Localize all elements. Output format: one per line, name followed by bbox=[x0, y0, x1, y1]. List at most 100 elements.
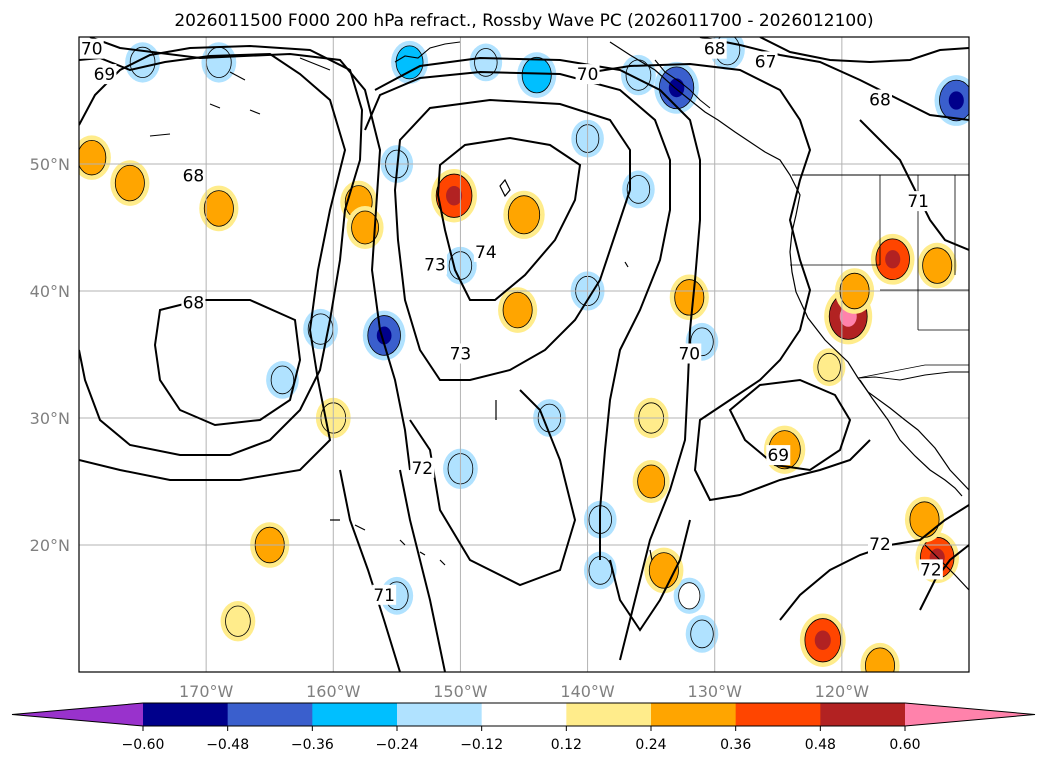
contour-label-bg bbox=[753, 51, 778, 72]
colorbar-under-extend bbox=[12, 703, 143, 726]
contour-label-bg bbox=[473, 241, 498, 262]
contour-70-west bbox=[89, 37, 411, 471]
lat-tick-label: 50°N bbox=[30, 155, 70, 174]
contour-label: 70 bbox=[577, 65, 599, 85]
contour-label-bg bbox=[766, 445, 791, 466]
colorbar: −0.60 −0.48 −0.36 −0.24 −0.12 0.12 0.24 0.36 0.4… bbox=[11, 702, 1036, 753]
contour-69-east bbox=[728, 378, 852, 472]
contour-label-bg bbox=[906, 191, 931, 212]
border-states bbox=[790, 175, 969, 379]
contour-71-loop bbox=[374, 56, 701, 661]
contour-73-loop bbox=[393, 98, 631, 381]
contour-67-northeast bbox=[759, 37, 969, 64]
latitude-tick-labels: 50°N 40°N 30°N 20°N bbox=[30, 155, 70, 555]
colorbar-bin bbox=[735, 703, 821, 726]
contour-74-loop bbox=[436, 136, 582, 301]
anomaly-patch bbox=[909, 501, 940, 538]
anomaly-patch bbox=[203, 190, 234, 227]
chart-title: 2026011500 F000 200 hPa refract., Rossby… bbox=[174, 11, 873, 31]
contour-label: 72 bbox=[411, 459, 433, 479]
contour-label-bg bbox=[918, 559, 943, 580]
lon-tick-label: 160°W bbox=[306, 682, 361, 701]
contour-72-loop bbox=[364, 70, 671, 560]
contour-72-south bbox=[399, 469, 446, 672]
contour-label: 71 bbox=[373, 586, 395, 606]
anomaly-patch bbox=[502, 291, 533, 329]
contour-label: 72 bbox=[920, 560, 942, 580]
colorbar-tick-label: −0.12 bbox=[460, 737, 503, 753]
colorbar-bin bbox=[227, 703, 313, 726]
map-area: 70 69 68 68 73 74 73 72 71 70 70 68 67 68 71 69 72 72 bbox=[79, 37, 969, 672]
contour-label-bg bbox=[868, 534, 892, 554]
anomaly-patch bbox=[521, 56, 552, 94]
anomaly-patch bbox=[674, 279, 705, 316]
anomaly-patch bbox=[690, 619, 714, 649]
contour-label-bg bbox=[575, 64, 600, 85]
lon-tick-label: 140°W bbox=[560, 682, 615, 701]
coastline-baja bbox=[859, 379, 963, 497]
colorbar-tick-label: 0.48 bbox=[805, 737, 836, 753]
lat-tick-label: 30°N bbox=[30, 409, 70, 428]
colorbar-bin bbox=[566, 703, 652, 726]
colorbar-tick-label: 0.24 bbox=[635, 737, 666, 753]
lon-tick-label: 150°W bbox=[433, 682, 488, 701]
contour-label-bg bbox=[92, 64, 117, 85]
colorbar-tick-label: 0.12 bbox=[551, 737, 582, 753]
lon-tick-label: 120°W bbox=[815, 682, 870, 701]
contour-68-west bbox=[79, 44, 364, 456]
contour-label: 68 bbox=[869, 91, 891, 111]
lon-tick-label: 130°W bbox=[688, 682, 743, 701]
map-frame bbox=[78, 36, 970, 673]
anomaly-core bbox=[668, 78, 685, 98]
contour-70-southcentral bbox=[609, 519, 691, 632]
anomaly-shading bbox=[79, 37, 969, 672]
colorbar-tick-label: −0.60 bbox=[122, 737, 165, 753]
anomaly-patch bbox=[637, 464, 666, 499]
contour-label-bg bbox=[410, 457, 435, 478]
anomaly-patch bbox=[270, 365, 295, 395]
colorbar-bin bbox=[312, 703, 398, 726]
contour-label-bg bbox=[181, 292, 206, 313]
anomaly-patch bbox=[114, 164, 145, 202]
contour-71-south bbox=[339, 469, 401, 672]
contour-label: 73 bbox=[450, 345, 472, 365]
contour-labels: 70 69 68 68 73 74 73 72 71 70 70 68 67 68 71 69 72 72 bbox=[79, 38, 943, 606]
coastline-alaska-islands bbox=[149, 41, 711, 137]
anomaly-patch bbox=[922, 247, 953, 284]
contour-label: 69 bbox=[767, 446, 789, 466]
anomaly-patch bbox=[678, 582, 701, 610]
anomaly-core bbox=[885, 250, 901, 269]
colorbar-bin bbox=[820, 703, 906, 726]
longitude-tick-labels: 170°W 160°W 150°W 140°W 130°W 120°W bbox=[179, 682, 869, 701]
contour-67-west-inner bbox=[153, 299, 302, 427]
contour-label-bg bbox=[181, 165, 206, 186]
contour-label: 69 bbox=[94, 65, 116, 85]
colorbar-bin bbox=[143, 703, 229, 726]
contour-label-bg bbox=[372, 584, 397, 605]
contour-73-south bbox=[409, 389, 577, 587]
lat-tick-label: 40°N bbox=[30, 282, 70, 301]
contour-label: 71 bbox=[907, 192, 929, 212]
colorbar-tick-label: −0.48 bbox=[206, 737, 249, 753]
coastline-islands-west bbox=[330, 178, 653, 566]
colorbar-bin bbox=[651, 703, 737, 726]
colorbar-bin bbox=[397, 703, 483, 726]
anomaly-patch bbox=[865, 647, 895, 672]
anomaly-patch bbox=[225, 605, 251, 637]
lat-tick-label: 20°N bbox=[30, 536, 70, 555]
anomaly-patch bbox=[507, 195, 541, 235]
colorbar-over-extend bbox=[905, 703, 1035, 726]
contour-label: 68 bbox=[704, 40, 726, 60]
anomaly-patch bbox=[817, 352, 841, 382]
contour-label-bg bbox=[423, 254, 447, 275]
contour-label: 70 bbox=[678, 345, 700, 365]
colorbar-tick-label: 0.60 bbox=[889, 737, 920, 753]
colorbar-tick-label: −0.36 bbox=[291, 737, 334, 753]
border-us-mexico bbox=[857, 371, 969, 381]
contour-label-bg bbox=[448, 343, 473, 364]
contour-label: 68 bbox=[183, 167, 205, 187]
anomaly-patch bbox=[79, 139, 107, 176]
anomaly-core bbox=[948, 91, 964, 110]
contour-68-northeast bbox=[699, 37, 969, 121]
contour-70-east bbox=[579, 62, 871, 502]
